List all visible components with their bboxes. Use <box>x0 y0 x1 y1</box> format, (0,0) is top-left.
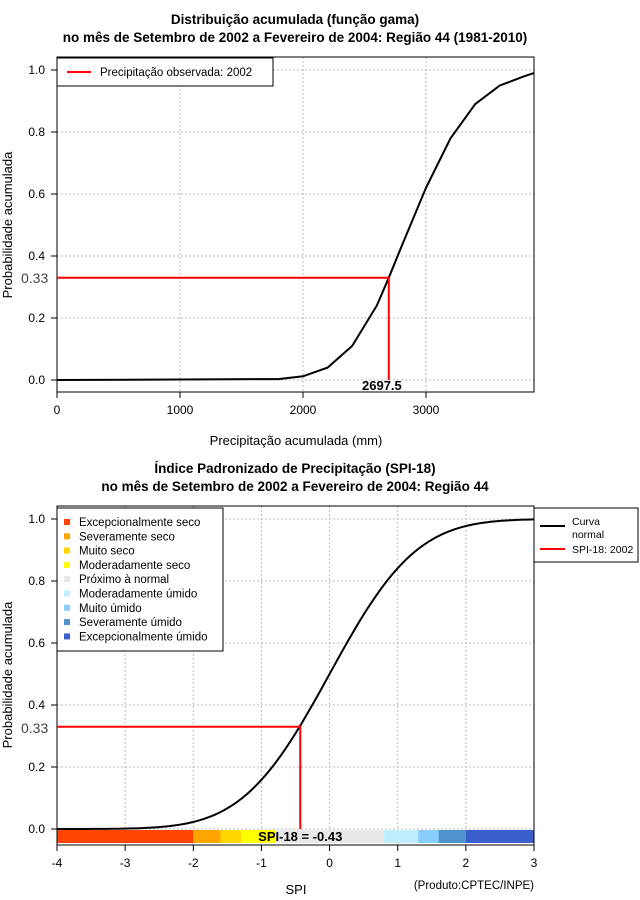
chart2-category-legend: Excepcionalmente seco Severamente seco Mui… <box>56 507 224 652</box>
x-tick-label: 2 <box>463 856 470 870</box>
chart1-title-line1: Distribuição acumulada (função gama) <box>171 12 419 27</box>
chart1-title-line2: no mês de Setembro de 2002 a Fevereiro d… <box>63 30 527 45</box>
chart1-legend: Precipitação observada: 2002 <box>56 57 274 87</box>
chart1-marker-xlabel: 2697.5 <box>362 378 402 393</box>
spi-category-band <box>275 830 385 843</box>
legend-category-label: Severamente úmido <box>79 617 182 629</box>
legend-frame <box>56 507 224 652</box>
normal-cdf-curve <box>56 518 535 830</box>
spi-category-band <box>57 830 194 843</box>
spi-category-band <box>240 830 276 843</box>
x-tick-label: 3000 <box>413 403 440 417</box>
chart2-title-line2: no mês de Setembro de 2002 a Fevereiro d… <box>101 479 489 494</box>
legend-spi: SPI-18: 2002 <box>572 544 633 556</box>
x-tick-label: 0 <box>54 403 61 417</box>
legend-swatch <box>64 619 70 626</box>
legend-swatch <box>64 519 70 525</box>
legend-swatch <box>64 604 70 611</box>
spi-marker-line <box>57 725 302 829</box>
spi-category-band <box>220 830 241 843</box>
spi-category-band <box>465 830 534 843</box>
legend-category-label: Severamente seco <box>79 531 175 543</box>
legend-swatch <box>64 576 70 583</box>
legend-curve-2: normal <box>572 529 604 541</box>
chart2-ylabel: Probabilidade acumulada <box>0 601 15 748</box>
x-tick-label: 0 <box>326 856 333 870</box>
x-tick-label: -3 <box>120 856 131 870</box>
y-tick-label: 0.0 <box>28 822 45 836</box>
legend-category-label: Muito seco <box>79 546 135 558</box>
legend-swatch <box>64 590 70 597</box>
spi-value-label: SPI-18 = -0.43 <box>258 829 342 844</box>
footnote: (Produto:CPTEC/INPE) <box>414 880 534 892</box>
chart2-xlabel: SPI <box>286 882 307 897</box>
y-tick-label: 0.8 <box>28 125 45 139</box>
chart1-xlabel: Precipitação acumulada (mm) <box>210 433 383 448</box>
chart2-marker-ylabel: 0.33 <box>21 720 48 736</box>
spi-category-band <box>438 830 466 843</box>
y-tick-label: 0.4 <box>28 698 45 712</box>
spi-category-band <box>384 830 419 843</box>
legend-category-label: Muito úmido <box>79 603 142 615</box>
chart1-plot-area: 0 1000 2000 3000 0.0 0.2 0.4 0.6 0.8 1.0 <box>28 56 535 417</box>
legend-swatch <box>64 533 70 540</box>
x-tick-label: 1000 <box>167 403 194 417</box>
y-tick-label: 0.6 <box>28 636 45 650</box>
plot-frame <box>56 56 535 393</box>
y-tick-label: 0.8 <box>28 574 45 588</box>
x-tick-label: 3 <box>531 856 538 870</box>
chart2-curve-legend: Curva normal SPI-18: 2002 <box>533 507 639 563</box>
y-tick-label: 1.0 <box>28 63 45 77</box>
legend-observed: Precipitação observada: 2002 <box>100 67 252 79</box>
spi-category-band <box>193 830 221 843</box>
legend-curve-1: Curva <box>572 516 600 528</box>
y-tick-label: 1.0 <box>28 512 45 526</box>
legend-swatch <box>64 633 70 640</box>
legend-category-label: Próximo à normal <box>79 574 169 586</box>
legend-category-label: Excepcionalmente seco <box>79 517 200 529</box>
x-tick-label: 2000 <box>290 403 317 417</box>
observed-marker-line <box>57 276 390 380</box>
x-tick-label: 1 <box>394 856 401 870</box>
spi-category-band <box>418 830 439 843</box>
y-tick-label: 0.6 <box>28 187 45 201</box>
x-tick-label: -4 <box>52 856 63 870</box>
y-tick-label: 0.2 <box>28 311 45 325</box>
legend-category-label: Excepcionalmente úmido <box>79 631 208 643</box>
chart2-title-line1: Índice Padronizado de Precipitação (SPI-… <box>154 461 435 476</box>
x-tick-label: -2 <box>188 856 199 870</box>
y-tick-label: 0.2 <box>28 760 45 774</box>
y-tick-label: 0.4 <box>28 249 45 263</box>
plot-frame <box>56 505 535 846</box>
legend-category-label: Moderadamente úmido <box>79 589 197 601</box>
chart1-marker-ylabel: 0.33 <box>21 270 48 286</box>
gamma-cdf-curve <box>56 72 535 381</box>
chart1-ylabel: Probabilidade acumulada <box>0 151 15 298</box>
y-tick-label: 0.0 <box>28 373 45 387</box>
legend-swatch <box>64 547 70 554</box>
legend-swatch <box>64 561 70 568</box>
legend-category-label: Moderadamente seco <box>79 560 190 572</box>
x-tick-label: -1 <box>256 856 267 870</box>
